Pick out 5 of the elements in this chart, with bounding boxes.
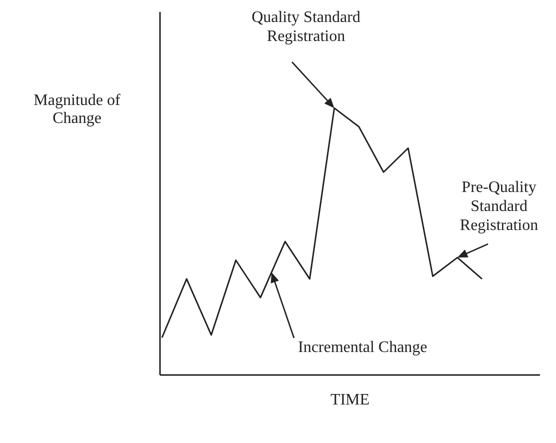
x-axis-title: TIME <box>330 391 370 408</box>
annotation: Pre-Quality Standard Registration <box>458 178 540 235</box>
text: Quality Standard Registration <box>250 8 362 46</box>
annotation: Incremental Change <box>298 338 428 357</box>
y-axis-title: Magnitude of Change <box>32 92 122 128</box>
